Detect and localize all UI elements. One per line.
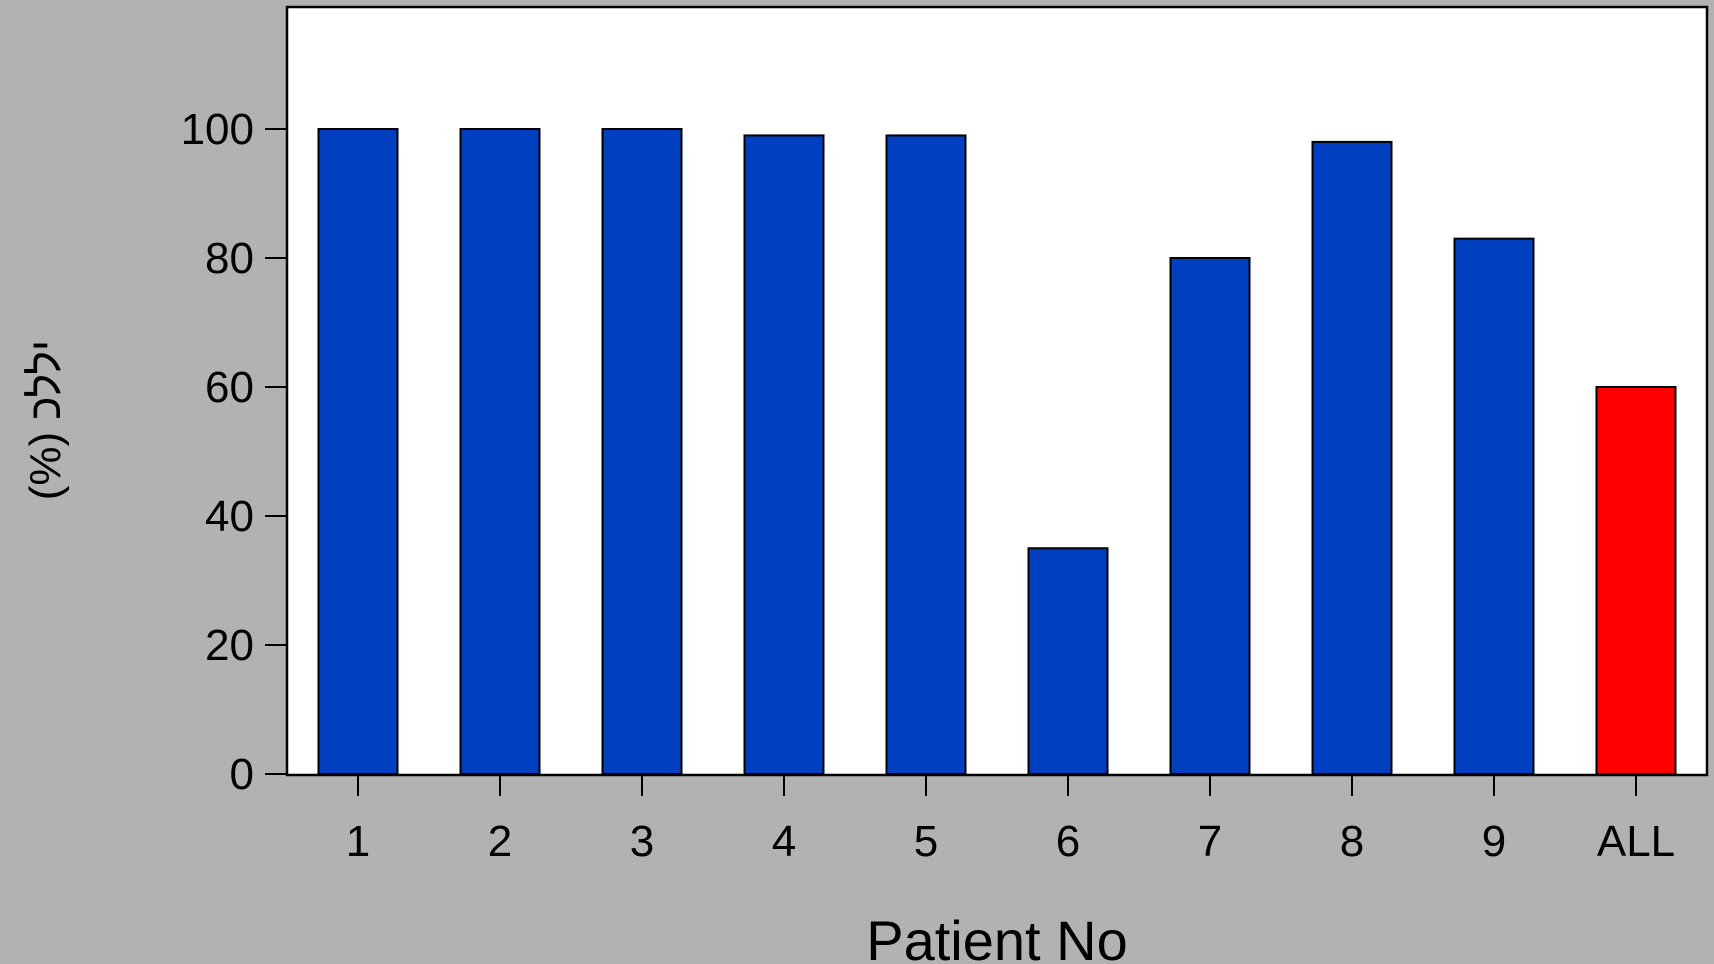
bar-8 [1311, 140, 1393, 775]
y-tick-label-0: 0 [230, 750, 254, 799]
bar-6 [1027, 547, 1109, 775]
y-tick-label-80: 80 [205, 234, 254, 283]
x-tick-label-8: 8 [1340, 817, 1364, 866]
x-tick-label-3: 3 [630, 817, 654, 866]
y-axis-label: (%) יללכ [21, 340, 70, 501]
x-tick-label-4: 4 [772, 817, 796, 866]
bar-9 [1453, 237, 1535, 775]
bar-2 [459, 128, 541, 775]
x-tick-label-2: 2 [488, 817, 512, 866]
x-tick-label-all: ALL [1597, 817, 1675, 866]
x-tick-label-1: 1 [346, 817, 370, 866]
y-tick-label-20: 20 [205, 621, 254, 670]
y-tick-label-60: 60 [205, 363, 254, 412]
bar-7 [1169, 257, 1251, 775]
bar-3 [601, 128, 683, 775]
bars-group [317, 128, 1677, 775]
y-axis: 0 20 40 60 80 100 [181, 105, 287, 799]
x-tick-label-6: 6 [1056, 817, 1080, 866]
bar-5 [885, 134, 967, 775]
bar-1 [317, 128, 399, 775]
x-tick-label-9: 9 [1482, 817, 1506, 866]
x-tick-label-7: 7 [1198, 817, 1222, 866]
bar-all [1595, 386, 1677, 775]
x-tick-label-5: 5 [914, 817, 938, 866]
y-tick-label-100: 100 [181, 105, 254, 154]
y-tick-label-40: 40 [205, 492, 254, 541]
bar-4 [743, 134, 825, 775]
x-axis-label: Patient No [866, 909, 1128, 964]
x-axis: 1 2 3 4 5 6 7 8 9 ALL [346, 774, 1675, 866]
